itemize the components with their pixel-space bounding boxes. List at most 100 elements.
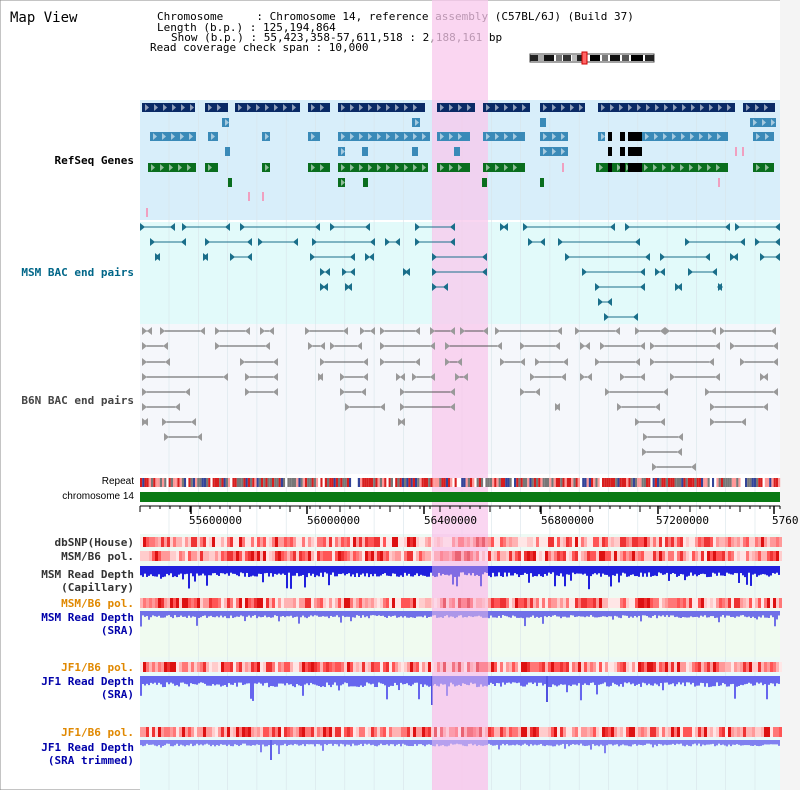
msm-read-depth-capillary-label[interactable]: MSM Read Depth (Capillary) — [41, 568, 134, 594]
msm-read-depth-capillary-bar — [430, 566, 432, 573]
msm-bac-pair-end — [635, 238, 640, 246]
jf1-read-depth-sra-bar — [398, 676, 400, 691]
repeat-element — [628, 478, 631, 487]
repeat-element — [720, 478, 723, 487]
msm-b6-pol-heat — [521, 551, 524, 561]
msm-read-depth-capillary-bar — [746, 566, 748, 585]
msm-read-depth-capillary-bar — [366, 566, 368, 574]
repeat-element — [335, 478, 338, 487]
msm-read-depth-sra-bar — [308, 611, 310, 617]
jf1-read-depth-trimmed-bar — [162, 740, 164, 746]
jf1-b6-pol-trimmed-heat — [437, 727, 440, 737]
msm-b6-pol-sra-heat — [596, 598, 599, 608]
jf1-read-depth-sra-bar — [484, 676, 486, 686]
jf1-read-depth-trimmed-bar — [372, 740, 374, 745]
msm-bac-pair-end — [443, 283, 448, 291]
gene-strand-arrow — [341, 133, 345, 140]
dbsnp-heat — [524, 537, 527, 547]
repeat-element — [162, 478, 165, 487]
jf1-read-depth-sra-bar — [404, 676, 406, 685]
dbsnp-heat — [464, 537, 467, 547]
msm-b6-pol-label[interactable]: MSM/B6 pol. — [61, 550, 134, 563]
jf1-read-depth-trimmed-bar — [268, 740, 270, 746]
msm-b6-pol-sra-heat — [485, 598, 488, 608]
jf1-b6-pol-heat — [164, 662, 167, 672]
jf1-b6-pol-trimmed-heat — [488, 727, 491, 737]
msm-bac-pair-end — [640, 268, 645, 276]
msm-bac-pair-end — [182, 223, 187, 231]
msm-b6-pol-heat — [281, 551, 284, 561]
dbsnp-heat — [347, 537, 350, 547]
gene-strand-arrow — [617, 164, 621, 171]
msm-b6-pol-sra-heat — [464, 598, 467, 608]
msm-read-depth-sra-bar — [256, 611, 258, 619]
jf1-b6-pol-heat — [185, 662, 188, 672]
msm-bac-pair-end — [385, 238, 390, 246]
msm-read-depth-sra-bar — [706, 611, 708, 618]
msm-read-depth-sra-label[interactable]: MSM Read Depth (SRA) — [41, 611, 134, 637]
jf1-b6-pol-trimmed-heat — [461, 727, 464, 737]
gene-strand-arrow — [707, 164, 711, 171]
msm-read-depth-sra-bar — [182, 611, 184, 617]
repeat-element — [481, 478, 484, 487]
repeat-element — [434, 478, 437, 487]
msm-b6-pol-sra-label[interactable]: MSM/B6 pol. — [61, 597, 134, 610]
jf1-read-depth-sra-bar — [342, 676, 344, 685]
msm-read-depth-sra-bar — [560, 611, 562, 619]
msm-b6-pol-sra-heat — [494, 598, 497, 608]
msm-read-depth-capillary-bar — [672, 566, 674, 574]
msm-read-depth-sra-bar — [598, 611, 600, 618]
repeat-element — [542, 478, 545, 487]
jf1-read-depth-sra-label[interactable]: JF1 Read Depth (SRA) — [41, 675, 134, 701]
dbsnp-heat — [353, 537, 356, 547]
msm-b6-pol-heat — [239, 551, 242, 561]
jf1-b6-pol-label[interactable]: JF1/B6 pol. — [61, 661, 134, 674]
msm-read-depth-sra-bar — [314, 611, 316, 616]
jf1-read-depth-trimmed-bar — [558, 740, 560, 746]
jf1-read-depth-sra-bar — [580, 676, 582, 701]
msm-b6-pol-sra-heat — [254, 598, 257, 608]
dbsnp-label[interactable]: dbSNP(House) — [54, 536, 134, 549]
jf1-b6-pol-trimmed-heat — [752, 727, 755, 737]
jf1-b6-pol-trimmed-label[interactable]: JF1/B6 pol. — [61, 726, 134, 739]
msm-read-depth-capillary-bar — [526, 566, 528, 574]
msm-bac-pair-end — [633, 313, 638, 321]
jf1-read-depth-trimmed-bar — [234, 740, 236, 745]
msm-read-depth-capillary-bar — [148, 566, 150, 576]
msm-read-depth-sra-bar — [740, 611, 742, 616]
msm-read-depth-capillary-bar — [570, 566, 572, 581]
jf1-b6-pol-trimmed-heat — [224, 727, 227, 737]
jf1-read-depth-sra-bar — [670, 676, 672, 685]
jf1-read-depth-trimmed-bar — [694, 740, 696, 744]
jf1-read-depth-trimmed-bar — [444, 740, 446, 747]
msm-b6-pol-heat — [617, 551, 620, 561]
jf1-b6-pol-trimmed-heat — [620, 727, 623, 737]
msm-b6-pol-heat — [743, 551, 746, 561]
repeat-element — [239, 478, 242, 487]
msm-read-depth-capillary-bar — [486, 566, 488, 573]
msm-b6-pol-sra-heat — [743, 598, 746, 608]
gene-strand-arrow — [561, 133, 565, 140]
msm-b6-pol-heat — [623, 551, 626, 561]
msm-b6-pol-heat — [344, 551, 347, 561]
b6n-bac-label[interactable]: B6N BAC end pairs — [21, 394, 134, 407]
msm-b6-pol-sra-heat — [575, 598, 578, 608]
jf1-b6-pol-trimmed-heat — [662, 727, 665, 737]
jf1-b6-pol-heat — [398, 662, 401, 672]
jf1-read-depth-trimmed-bar — [422, 740, 424, 746]
jf1-b6-pol-trimmed-heat — [146, 727, 149, 737]
jf1-read-depth-trimmed-label[interactable]: JF1 Read Depth (SRA trimmed) — [41, 741, 134, 767]
refseq-label[interactable]: RefSeq Genes — [54, 154, 134, 167]
msm-read-depth-sra-bar — [474, 611, 476, 617]
gene-strand-arrow — [467, 104, 471, 111]
msm-b6-pol-heat — [230, 551, 233, 561]
msm-b6-pol-sra-heat — [440, 598, 443, 608]
msm-bac-label[interactable]: MSM BAC end pairs — [21, 266, 134, 279]
jf1-read-depth-trimmed-bar — [620, 740, 622, 746]
jf1-read-depth-trimmed-bar — [434, 740, 436, 747]
msm-bac-pair-end — [365, 253, 370, 261]
msm-read-depth-sra-bar — [532, 611, 534, 616]
jf1-read-depth-sra-bar — [274, 676, 276, 687]
msm-b6-pol-sra-heat — [146, 598, 149, 608]
